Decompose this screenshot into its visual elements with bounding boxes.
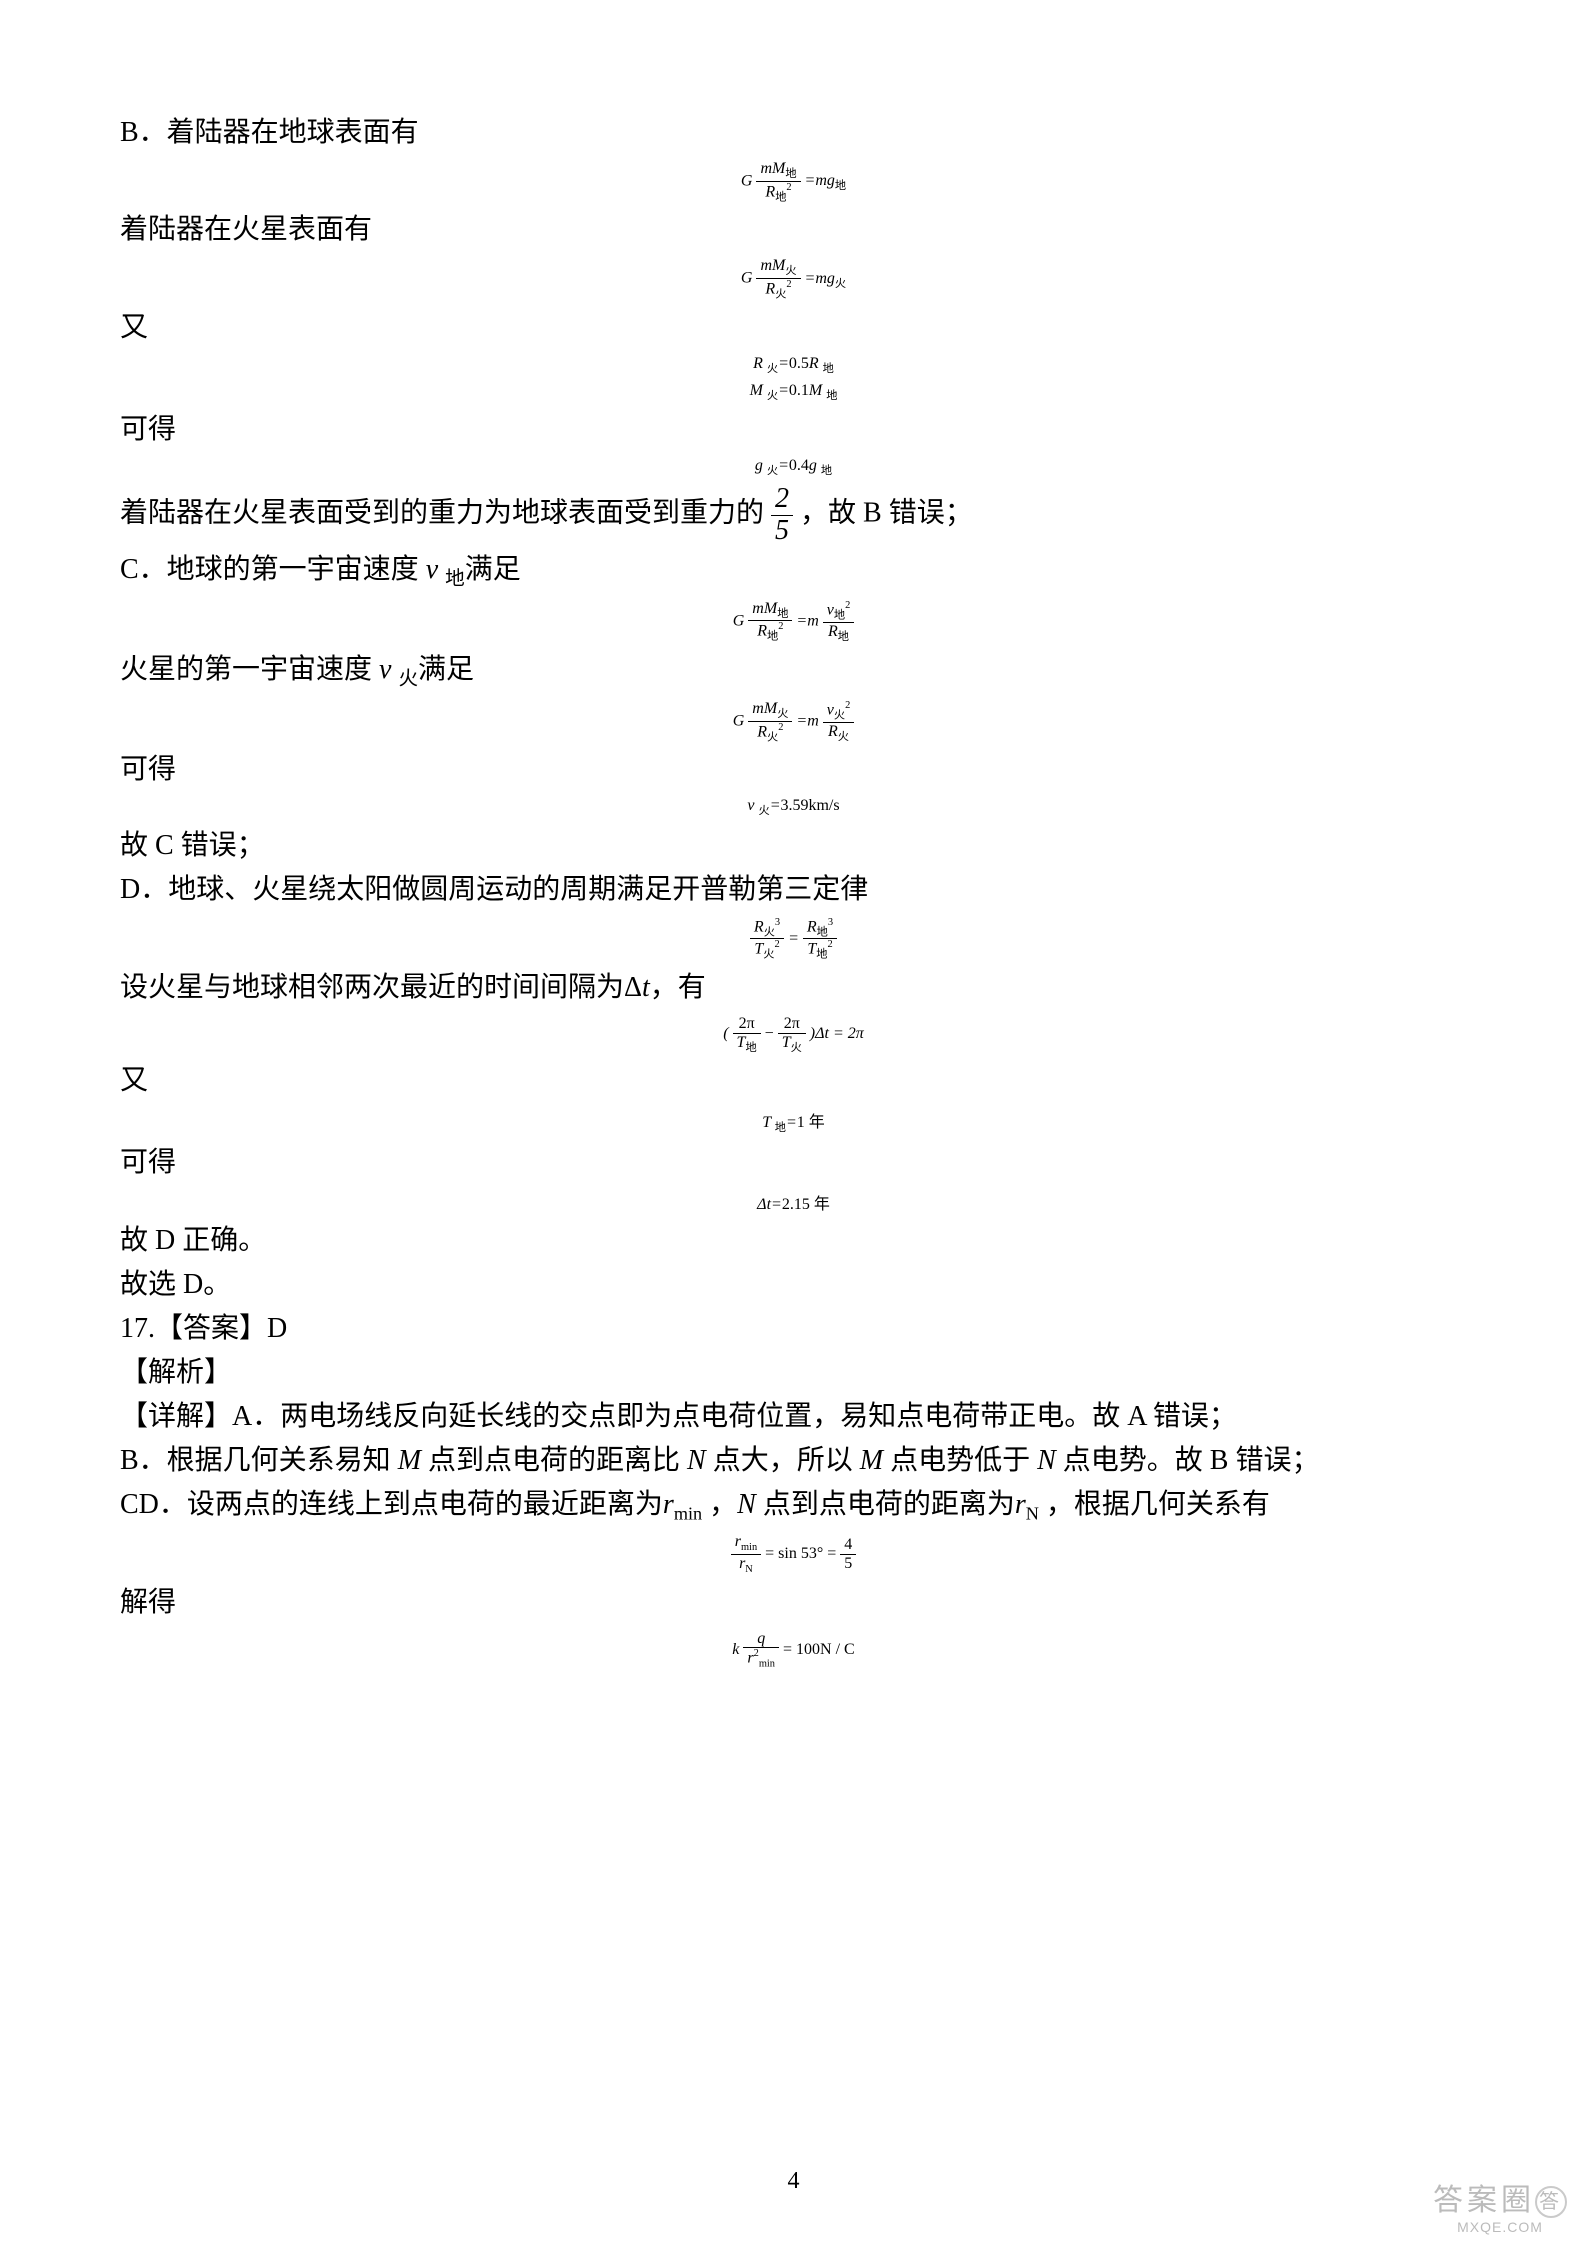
q16-c-l1: C．地球的第一宇宙速度 v 地满足	[120, 549, 1467, 594]
q16-b-l1: B．着陆器在地球表面有	[120, 112, 1467, 154]
q16-b-l5: 着陆器在火星表面受到的重力为地球表面受到重力的 25 ，故 B 错误；	[120, 484, 1467, 547]
q16-d-eq3: T 地=1 年	[120, 1108, 1467, 1135]
q17-eq1: rminrN = sin 53° = 45	[120, 1533, 1467, 1575]
q17-eq2: k qr2min = 100N / C	[120, 1630, 1467, 1671]
q17-B: B．根据几何关系易知 M 点到点电荷的距离比 N 点大，所以 M 点电势低于 N…	[120, 1440, 1467, 1482]
q17-jx: 【解析】	[120, 1352, 1467, 1394]
q16-d-l6: 故选 D。	[120, 1264, 1467, 1306]
q16-d-l1: D．地球、火星绕太阳做圆周运动的周期满足开普勒第三定律	[120, 869, 1467, 911]
page: B．着陆器在地球表面有 G mM地R地2 =mg地 着陆器在火星表面有 G mM…	[0, 0, 1587, 2245]
page-number: 4	[0, 2168, 1587, 2195]
q16-b-eq1: G mM地R地2 =mg地	[120, 160, 1467, 203]
q16-c-l2: 火星的第一宇宙速度 v 火满足	[120, 649, 1467, 694]
q16-d-l5: 故 D 正确。	[120, 1220, 1467, 1262]
q17-A: 【详解】A．两电场线反向延长线的交点即为点电荷位置，易知点电荷带正电。故 A 错…	[120, 1396, 1467, 1438]
q16-c-eq2: G mM火R火2 =m v火2R火	[120, 700, 1467, 743]
q16-d-eq2: ( 2πT地 − 2πT火 )Δt = 2π	[120, 1015, 1467, 1054]
watermark: 答案圈答 MXQE.COM	[1433, 2175, 1567, 2235]
q16-b-l2: 着陆器在火星表面有	[120, 209, 1467, 251]
q16-c-eq3: v 火=3.59km/s	[120, 797, 1467, 818]
q16-b-eq2: G mM火R火2 =mg火	[120, 257, 1467, 300]
q16-c-eq1: G mM地R地2 =m v地2R地	[120, 600, 1467, 643]
q16-d-l3: 又	[120, 1060, 1467, 1102]
q16-c-l4: 故 C 错误；	[120, 825, 1467, 867]
q17-head: 17.【答案】D	[120, 1308, 1467, 1350]
q17-CD: CD．设两点的连线上到点电荷的最近距离为rmin ，N 点到点电荷的距离为rN …	[120, 1484, 1467, 1528]
q16-b-eq3a: R 火=0.5R 地	[120, 355, 1467, 376]
watermark-icon: 答	[1535, 2186, 1567, 2218]
q16-d-l2: 设火星与地球相邻两次最近的时间间隔为Δt，有	[120, 967, 1467, 1009]
q16-b-l3: 又	[120, 307, 1467, 349]
q16-c-l3: 可得	[120, 749, 1467, 791]
q16-d-eq1: R火3T火2 = R地3T地2	[120, 917, 1467, 962]
q17-jd: 解得	[120, 1582, 1467, 1624]
q16-b-eq3b: M 火=0.1M 地	[120, 382, 1467, 403]
q16-d-eq4: Δt=2.15 年	[120, 1190, 1467, 1214]
q16-b-eq4: g 火=0.4g 地	[120, 457, 1467, 478]
q16-b-l4: 可得	[120, 409, 1467, 451]
q16-d-l4: 可得	[120, 1142, 1467, 1184]
